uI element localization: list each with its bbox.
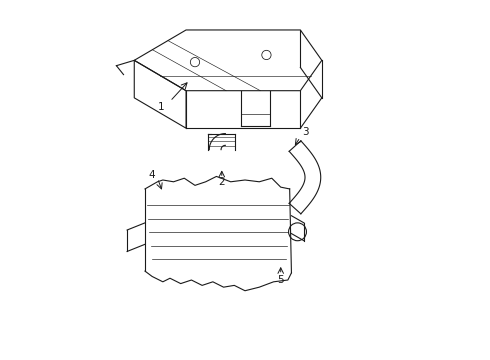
Text: 5: 5 [277, 275, 284, 285]
Text: 1: 1 [158, 102, 164, 112]
Text: 2: 2 [219, 177, 225, 187]
Text: 4: 4 [149, 170, 155, 180]
Text: 3: 3 [302, 127, 309, 137]
